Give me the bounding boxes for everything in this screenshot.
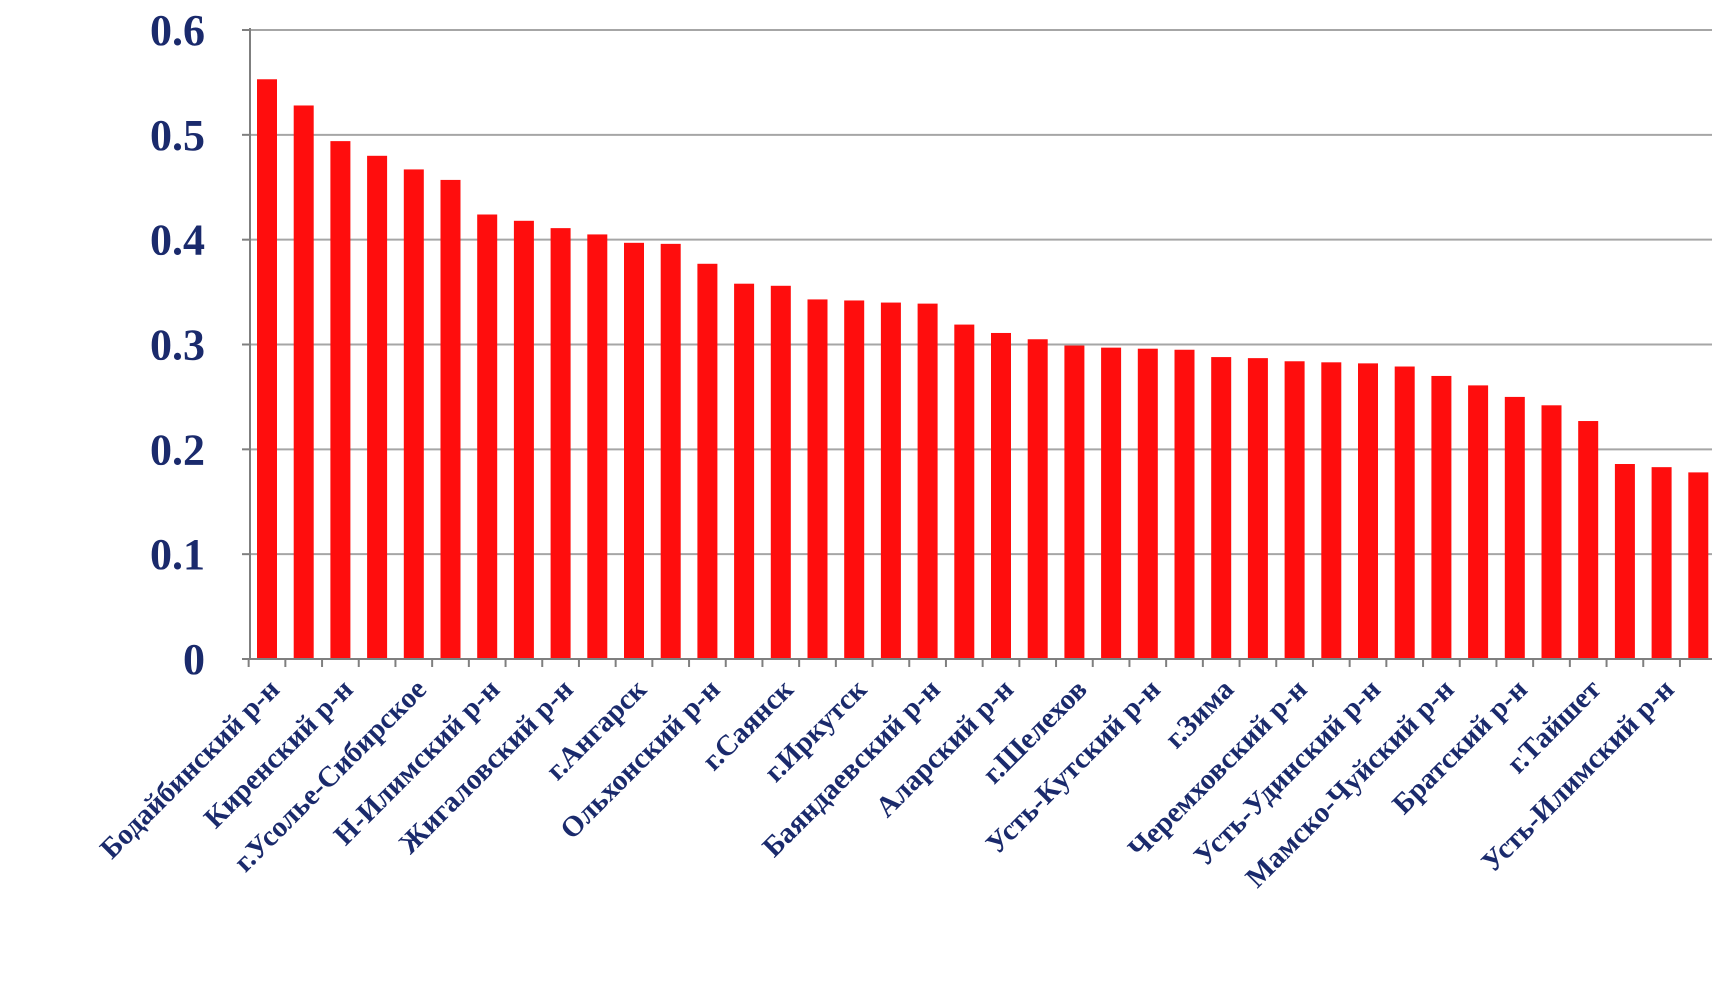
bar	[1358, 363, 1378, 659]
bar	[367, 155, 388, 660]
bar	[807, 299, 828, 659]
bar	[954, 324, 975, 659]
y-tick-label: 0.2	[150, 425, 205, 474]
bar	[513, 220, 534, 659]
bar	[734, 283, 755, 659]
bar	[770, 285, 791, 659]
bar	[330, 141, 351, 659]
bar	[844, 300, 865, 659]
bar	[917, 303, 938, 659]
bar	[1504, 396, 1525, 659]
bar	[1468, 385, 1489, 659]
bar	[1431, 375, 1452, 659]
bar	[1688, 472, 1709, 659]
gridlines	[242, 29, 1712, 660]
bar	[1284, 361, 1305, 659]
bar	[1321, 362, 1342, 659]
bar	[1394, 366, 1415, 659]
y-tick-label: 0	[183, 635, 205, 684]
bars	[257, 79, 1709, 660]
bar	[660, 243, 681, 660]
bar	[293, 105, 314, 660]
bar	[403, 169, 424, 659]
bar	[1137, 348, 1158, 659]
bar	[1027, 339, 1048, 659]
bar	[1541, 405, 1562, 659]
bar	[1614, 464, 1635, 659]
bar	[477, 214, 498, 660]
y-tick-label: 0.5	[150, 111, 205, 160]
bar	[1651, 467, 1672, 659]
y-tick-label: 0.6	[150, 6, 205, 55]
bar	[1174, 349, 1195, 659]
bar	[624, 242, 644, 660]
bar	[1101, 347, 1122, 659]
bar	[1211, 357, 1232, 659]
bar	[1064, 345, 1085, 659]
y-tick-label: 0.1	[150, 530, 205, 579]
bar	[880, 302, 901, 659]
bar	[697, 263, 718, 659]
bar	[257, 79, 277, 659]
y-axis-tick-labels: 0 0.1 0.2 0.3 0.4 0.5 0.6	[150, 6, 205, 684]
axes	[242, 28, 1712, 667]
bar	[1247, 358, 1268, 659]
bar	[587, 234, 608, 660]
bar	[440, 179, 461, 659]
y-tick-label: 0.3	[150, 321, 205, 370]
bar	[1578, 421, 1599, 659]
y-tick-label: 0.4	[150, 216, 205, 265]
bar	[991, 332, 1011, 659]
bar	[550, 228, 571, 659]
